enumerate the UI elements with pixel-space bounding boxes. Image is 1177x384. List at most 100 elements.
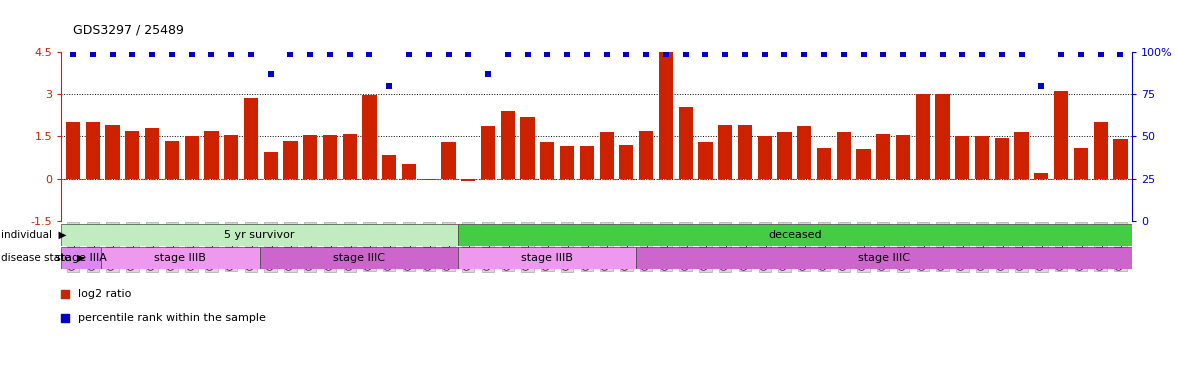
Point: [1032, 83, 1051, 89]
Point: [1071, 51, 1090, 57]
Bar: [441, 142, 455, 179]
Point: [360, 51, 379, 57]
Point: [972, 51, 991, 57]
Text: percentile rank within the sample: percentile rank within the sample: [78, 313, 266, 323]
Bar: [1113, 139, 1128, 179]
Point: [933, 51, 952, 57]
Text: disease state  ▶: disease state ▶: [1, 253, 85, 263]
Point: [953, 51, 972, 57]
Bar: [1055, 91, 1069, 179]
Point: [637, 51, 656, 57]
Bar: [401, 164, 417, 179]
Bar: [718, 125, 732, 179]
Bar: [1093, 122, 1108, 179]
Point: [295, 157, 314, 164]
Bar: [106, 125, 120, 179]
Point: [776, 51, 794, 57]
Point: [122, 51, 141, 57]
Point: [162, 51, 181, 57]
Bar: [205, 131, 219, 179]
Bar: [145, 128, 159, 179]
Point: [716, 51, 734, 57]
Bar: [679, 107, 693, 179]
Bar: [758, 136, 772, 179]
Point: [855, 51, 873, 57]
Point: [221, 51, 240, 57]
Bar: [698, 142, 712, 179]
Bar: [540, 142, 554, 179]
Point: [241, 51, 260, 57]
Point: [696, 51, 714, 57]
Bar: [837, 132, 851, 179]
Point: [992, 51, 1011, 57]
Bar: [580, 146, 594, 179]
Point: [498, 51, 517, 57]
Point: [419, 51, 438, 57]
Bar: [421, 179, 435, 180]
Text: stage IIIC: stage IIIC: [333, 253, 385, 263]
Text: GDS3297 / 25489: GDS3297 / 25489: [73, 23, 184, 36]
Bar: [260, 247, 458, 269]
Point: [597, 51, 616, 57]
Point: [1052, 51, 1071, 57]
Point: [657, 51, 676, 57]
Point: [893, 51, 912, 57]
Point: [380, 83, 399, 89]
Bar: [101, 247, 260, 269]
Bar: [817, 147, 831, 179]
Bar: [284, 141, 298, 179]
Text: stage IIIA: stage IIIA: [55, 253, 107, 263]
Point: [439, 51, 458, 57]
Bar: [458, 247, 637, 269]
Point: [873, 51, 892, 57]
Point: [1012, 51, 1031, 57]
Point: [617, 51, 636, 57]
Point: [142, 51, 161, 57]
Bar: [304, 135, 318, 179]
Bar: [777, 132, 792, 179]
Text: stage IIIB: stage IIIB: [521, 253, 573, 263]
Bar: [363, 96, 377, 179]
Bar: [639, 131, 653, 179]
Point: [913, 51, 932, 57]
Bar: [637, 247, 1132, 269]
Point: [399, 51, 418, 57]
Point: [1091, 51, 1110, 57]
Point: [64, 51, 82, 57]
Bar: [343, 134, 357, 179]
Bar: [185, 136, 199, 179]
Bar: [461, 179, 476, 180]
Point: [320, 51, 339, 57]
Bar: [619, 145, 633, 179]
Point: [459, 51, 478, 57]
Bar: [481, 126, 496, 179]
Bar: [264, 152, 278, 179]
Point: [538, 51, 557, 57]
Point: [1111, 51, 1130, 57]
Point: [84, 51, 102, 57]
Point: [756, 51, 774, 57]
Text: deceased: deceased: [769, 230, 822, 240]
Bar: [244, 98, 258, 179]
Bar: [896, 135, 910, 179]
Point: [182, 51, 201, 57]
Bar: [797, 126, 811, 179]
Bar: [61, 247, 101, 269]
Bar: [500, 111, 514, 179]
Bar: [86, 122, 100, 179]
Point: [518, 51, 537, 57]
Point: [677, 51, 696, 57]
Bar: [520, 117, 534, 179]
Text: stage IIIB: stage IIIB: [154, 253, 206, 263]
Bar: [876, 134, 890, 179]
Bar: [956, 136, 970, 179]
Point: [202, 51, 221, 57]
Bar: [125, 131, 139, 179]
Text: 5 yr survivor: 5 yr survivor: [225, 230, 294, 240]
Text: individual  ▶: individual ▶: [1, 230, 67, 240]
Bar: [458, 224, 1132, 246]
Bar: [224, 135, 238, 179]
Bar: [165, 141, 179, 179]
Text: log2 ratio: log2 ratio: [78, 289, 131, 299]
Bar: [1035, 173, 1049, 179]
